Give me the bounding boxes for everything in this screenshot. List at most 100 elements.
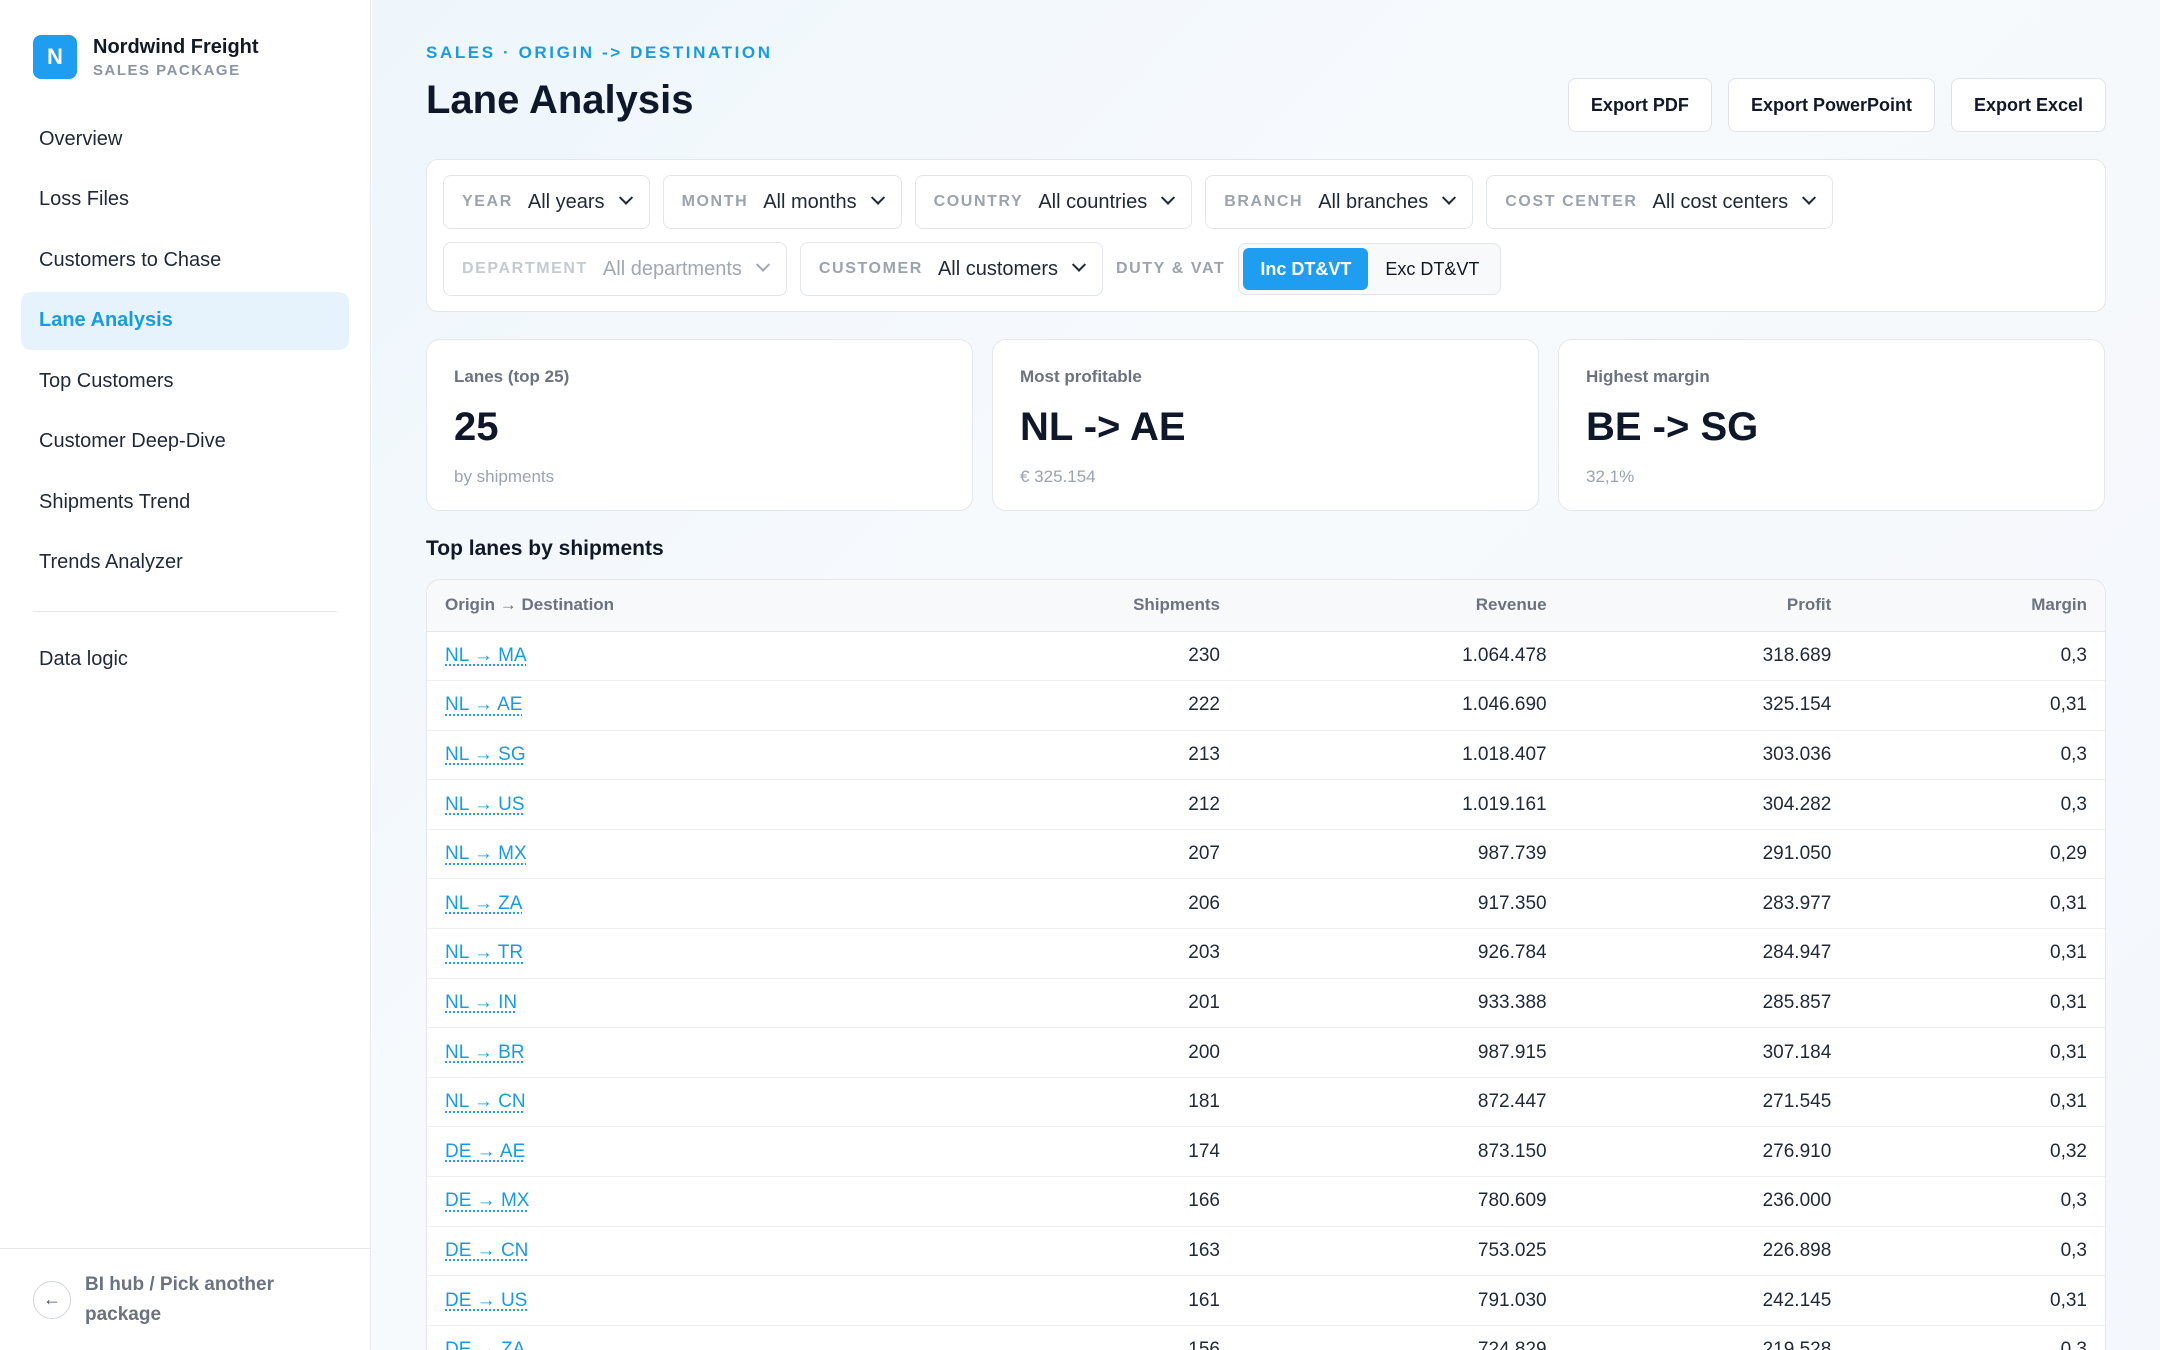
inc-dtvt-option[interactable]: Inc DT&VT [1243, 248, 1369, 290]
nav-item-top-customers[interactable]: Top Customers [39, 369, 174, 392]
profit-cell: 219.528 [1564, 1325, 1850, 1350]
country-select[interactable]: COUNTRY All countries [914, 175, 1193, 229]
shipments-cell: 212 [898, 779, 1238, 830]
nav-item-overview[interactable]: Overview [39, 127, 123, 150]
lane-cell: NL → BR [427, 1027, 899, 1078]
nav-item-lane-analysis[interactable]: Lane Analysis [21, 291, 349, 350]
back-to-hub-link[interactable]: BI hub / Pick another package [85, 1273, 274, 1325]
lane-link[interactable]: DE → US [445, 1289, 528, 1311]
exc-dtvt-option[interactable]: Exc DT&VT [1385, 258, 1480, 279]
revenue-cell: 933.388 [1237, 978, 1565, 1029]
chevron-down-icon [755, 257, 770, 272]
department-select[interactable]: DEPARTMENT All departments [443, 242, 787, 296]
lane-link[interactable]: NL → MX [445, 843, 527, 865]
month-label: MONTH [681, 193, 749, 210]
lane-link[interactable]: NL → MA [445, 644, 527, 666]
table-title: Top lanes by shipments [426, 537, 664, 560]
sidebar-footer[interactable]: ← BI hub / Pick another package [0, 1248, 371, 1350]
lane-cell: DE → US [427, 1275, 899, 1326]
table-row[interactable]: NL → SG 213 1.018.407 303.036 0,3 [427, 730, 2105, 781]
margin-cell: 0,31 [1849, 878, 2105, 930]
lane-link[interactable]: NL → TR [445, 942, 524, 964]
cost-center-select[interactable]: COST CENTER All cost centers [1486, 175, 1834, 229]
revenue-cell: 987.739 [1237, 829, 1565, 880]
arrow-left-icon[interactable]: ← [33, 1280, 71, 1319]
column-header-shipments[interactable]: Shipments [898, 580, 1238, 632]
table-row[interactable]: NL → US 212 1.019.161 304.282 0,3 [427, 779, 2105, 830]
table-row[interactable]: DE → US 161 791.030 242.145 0,31 [427, 1275, 2105, 1326]
table-row[interactable]: DE → CN 163 753.025 226.898 0,3 [427, 1226, 2105, 1277]
nav-item-customers-to-chase[interactable]: Customers to Chase [39, 248, 222, 271]
table-row[interactable]: DE → AE 174 873.150 276.910 0,32 [427, 1126, 2105, 1178]
revenue-cell: 1.019.161 [1237, 779, 1565, 830]
lane-link[interactable]: DE → ZA [445, 1339, 526, 1350]
table-row[interactable]: NL → ZA 206 917.350 283.977 0,31 [427, 878, 2105, 930]
profit-cell: 284.947 [1564, 928, 1850, 979]
kpi-card-highest-margin: Highest margin BE -> SG 32,1% [1558, 339, 2105, 511]
cost-center-label: COST CENTER [1505, 193, 1638, 210]
margin-cell: 0,31 [1849, 928, 2105, 979]
lane-link[interactable]: NL → AE [445, 694, 523, 716]
kpi-label: Most profitable [1020, 367, 1142, 386]
table-row[interactable]: NL → MA 230 1.064.478 318.689 0,3 [427, 631, 2105, 682]
shipments-cell: 222 [898, 680, 1238, 731]
chevron-down-icon [1802, 190, 1817, 205]
column-header-revenue[interactable]: Revenue [1237, 580, 1565, 632]
sidebar: N Nordwind Freight SALES PACKAGE Overvie… [0, 0, 371, 1350]
table-row[interactable]: NL → MX 207 987.739 291.050 0,29 [427, 829, 2105, 880]
nav-item-data-logic[interactable]: Data logic [39, 648, 128, 670]
customer-label: CUSTOMER [818, 260, 923, 277]
lane-link[interactable]: NL → CN [445, 1091, 526, 1113]
customer-select[interactable]: CUSTOMER All customers [799, 242, 1103, 296]
lane-cell: DE → CN [427, 1226, 899, 1277]
table-row[interactable]: NL → CN 181 872.447 271.545 0,31 [427, 1077, 2105, 1128]
kpi-label: Highest margin [1586, 367, 1710, 386]
lane-link[interactable]: NL → SG [445, 743, 526, 765]
column-header-lane[interactable]: Origin → Destination [427, 580, 899, 632]
profit-cell: 304.282 [1564, 779, 1850, 830]
table-row[interactable]: DE → ZA 156 724.829 219.528 0,3 [427, 1325, 2105, 1350]
revenue-cell: 987.915 [1237, 1027, 1565, 1078]
branch-label: BRANCH [1224, 193, 1304, 210]
lane-cell: NL → CN [427, 1077, 899, 1128]
main-content: SALES · ORIGIN -> DESTINATION Lane Analy… [372, 0, 2160, 1350]
chevron-down-icon [1161, 190, 1176, 205]
lane-link[interactable]: DE → CN [445, 1239, 529, 1261]
kpi-value: 25 [454, 405, 499, 449]
table-row[interactable]: NL → IN 201 933.388 285.857 0,31 [427, 978, 2105, 1029]
nav-item-trends-analyzer[interactable]: Trends Analyzer [39, 551, 183, 573]
country-value: All countries [1038, 190, 1148, 213]
lane-link[interactable]: DE → MX [445, 1190, 530, 1212]
nav-item-shipments-trend[interactable]: Shipments Trend [39, 490, 191, 513]
brand[interactable]: N Nordwind Freight SALES PACKAGE [33, 35, 259, 79]
table-row[interactable]: NL → TR 203 926.784 284.947 0,31 [427, 928, 2105, 979]
export-pdf-button[interactable]: Export PDF [1567, 78, 1712, 132]
column-header-profit[interactable]: Profit [1564, 580, 1850, 632]
shipments-cell: 206 [898, 878, 1238, 930]
lane-link[interactable]: NL → ZA [445, 892, 523, 914]
cost-center-value: All cost centers [1652, 190, 1789, 213]
table-row[interactable]: DE → MX 166 780.609 236.000 0,3 [427, 1176, 2105, 1227]
lane-link[interactable]: NL → IN [445, 991, 518, 1013]
export-excel-button[interactable]: Export Excel [1950, 78, 2106, 132]
nav-item-loss-files[interactable]: Loss Files [39, 188, 130, 210]
filter-panel: YEAR All years MONTH All months COUNTRY … [426, 159, 2106, 312]
lane-cell: NL → ZA [427, 878, 899, 930]
branch-select[interactable]: BRANCH All branches [1205, 175, 1474, 229]
lane-link[interactable]: NL → BR [445, 1041, 525, 1063]
margin-cell: 0,3 [1849, 1325, 2105, 1350]
column-header-margin[interactable]: Margin [1849, 580, 2105, 632]
table-body: NL → MA 230 1.064.478 318.689 0,3 NL → AE 222 1… [427, 631, 2105, 1350]
lane-link[interactable]: DE → AE [445, 1140, 526, 1162]
nav-item-customer-deep-dive[interactable]: Customer Deep-Dive [39, 430, 226, 452]
lane-link[interactable]: NL → US [445, 793, 525, 815]
year-select[interactable]: YEAR All years [443, 175, 650, 229]
revenue-cell: 791.030 [1237, 1275, 1565, 1326]
table-row[interactable]: NL → BR 200 987.915 307.184 0,31 [427, 1027, 2105, 1078]
kpi-card-lanes: Lanes (top 25) 25 by shipments [426, 339, 973, 511]
month-select[interactable]: MONTH All months [662, 175, 902, 229]
export-powerpoint-button[interactable]: Export PowerPoint [1727, 78, 1935, 132]
profit-cell: 291.050 [1564, 829, 1850, 880]
shipments-cell: 200 [898, 1027, 1238, 1078]
table-row[interactable]: NL → AE 222 1.046.690 325.154 0,31 [427, 680, 2105, 731]
